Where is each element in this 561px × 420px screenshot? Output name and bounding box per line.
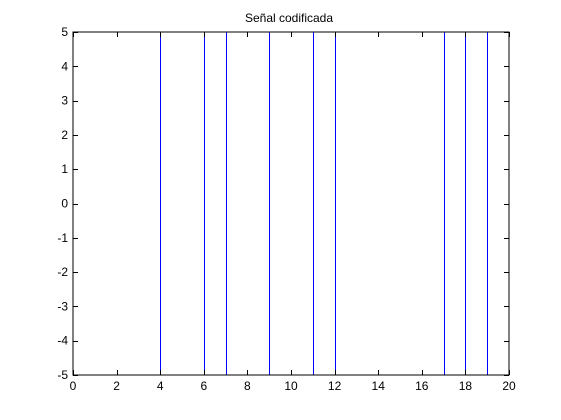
x-tick-label: 2 [113, 379, 120, 393]
x-tick-label: 4 [157, 379, 164, 393]
y-tick-label: -4 [57, 334, 68, 348]
y-tick-label: -2 [57, 265, 68, 279]
x-tick-label: 6 [200, 379, 207, 393]
y-tick-label: 3 [61, 94, 68, 108]
plot-area [73, 32, 509, 375]
y-tick-label: 1 [61, 162, 68, 176]
x-tick-label: 12 [328, 379, 342, 393]
y-tick-label: -3 [57, 299, 68, 313]
x-tick-label: 18 [459, 379, 473, 393]
y-tick-label: -1 [57, 231, 68, 245]
y-tick-label: 5 [61, 25, 68, 39]
chart-title: Señal codificada [245, 11, 333, 25]
y-tick-label: -5 [57, 368, 68, 382]
series-layer [160, 32, 488, 375]
x-tick-label: 0 [70, 379, 77, 393]
y-tick-label: 4 [61, 59, 68, 73]
x-tick-label: 10 [284, 379, 298, 393]
plot-frame [72, 31, 510, 376]
x-tick-label: 8 [244, 379, 251, 393]
y-tick-label: 2 [61, 128, 68, 142]
x-tick-label: 16 [415, 379, 429, 393]
y-tick-label: 0 [61, 197, 68, 211]
x-tick-label: 14 [372, 379, 386, 393]
x-tick-label: 20 [502, 379, 516, 393]
